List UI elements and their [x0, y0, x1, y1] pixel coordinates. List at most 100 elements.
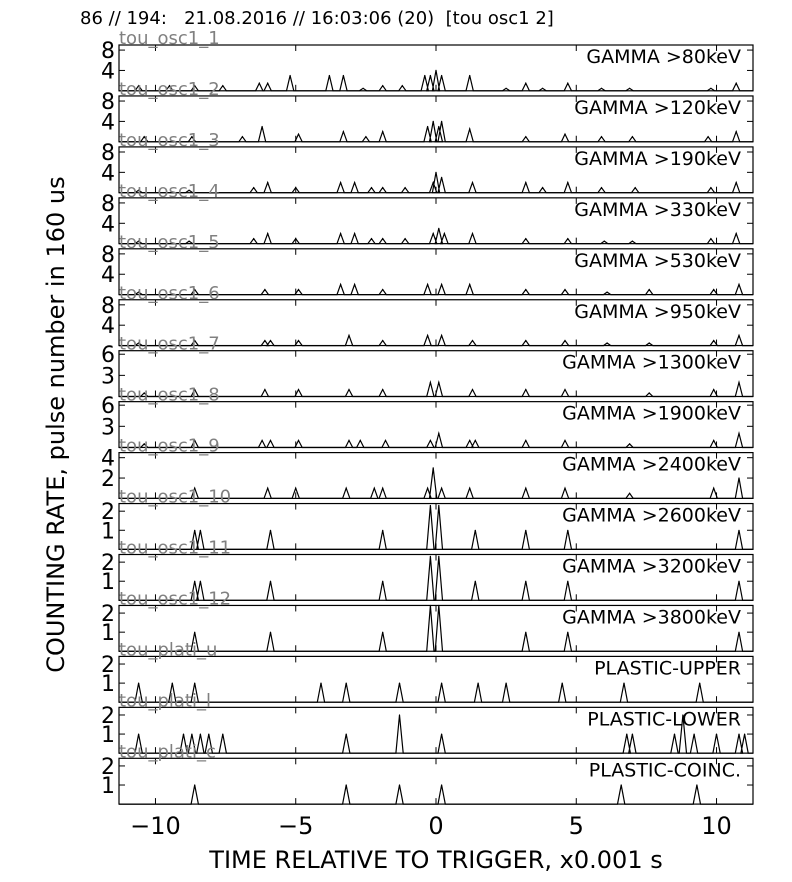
data-point	[143, 392, 145, 394]
data-point	[603, 240, 605, 242]
x-tick-label: −5	[278, 812, 313, 840]
data-point	[289, 74, 291, 77]
data-point	[427, 487, 429, 489]
data-point	[261, 125, 263, 128]
data-point	[648, 392, 650, 394]
y-tick-label: 1	[101, 723, 115, 748]
data-point	[382, 487, 384, 489]
data-point	[199, 529, 201, 531]
data-point	[735, 82, 737, 84]
data-point	[744, 733, 746, 735]
data-point	[474, 580, 476, 582]
y-tick-label: 4	[101, 212, 115, 237]
data-point	[567, 580, 569, 582]
data-point	[432, 467, 434, 469]
data-point	[194, 682, 196, 684]
y-tick-label: 4	[101, 263, 115, 288]
data-point	[710, 187, 712, 189]
data-point	[359, 439, 361, 441]
series-line	[119, 505, 753, 550]
data-point	[138, 189, 140, 191]
panel-label: GAMMA >3800keV	[562, 606, 741, 628]
y-tick-label: 4	[101, 447, 115, 472]
data-point	[505, 87, 507, 89]
data-point	[382, 529, 384, 531]
data-point	[631, 136, 634, 138]
data-point	[525, 181, 527, 184]
data-point	[629, 87, 631, 89]
data-point	[738, 334, 740, 336]
data-point	[525, 439, 527, 441]
panel-label: GAMMA >190keV	[574, 148, 741, 170]
data-point	[362, 87, 364, 89]
y-tick-label: 1	[101, 519, 115, 544]
data-point	[634, 187, 636, 189]
channel-label: tou_plati_c	[119, 741, 216, 762]
y-tick-label: 2	[101, 551, 115, 576]
panel-label: GAMMA >3200keV	[562, 556, 741, 578]
data-point	[382, 187, 384, 189]
data-point	[370, 238, 373, 240]
y-tick-label: 8	[101, 294, 115, 319]
data-point	[345, 733, 347, 735]
data-point	[564, 487, 566, 489]
data-point	[564, 439, 566, 441]
data-point	[429, 381, 431, 383]
data-point	[525, 339, 527, 342]
data-point	[297, 388, 300, 391]
data-point	[429, 439, 431, 441]
channel-label: tou_plati_u	[119, 639, 217, 660]
data-point	[427, 283, 429, 285]
data-point	[469, 128, 471, 130]
data-point	[398, 714, 401, 716]
data-point	[404, 238, 406, 240]
data-point	[738, 381, 740, 383]
data-point	[542, 87, 544, 89]
channel-label: tou_osc1_3	[119, 130, 220, 151]
data-point	[340, 283, 342, 285]
data-point	[738, 733, 740, 735]
data-point	[382, 339, 384, 342]
data-point	[432, 181, 434, 184]
panel-label: GAMMA >330keV	[574, 199, 741, 221]
data-point	[171, 682, 173, 684]
data-point	[735, 131, 737, 133]
series-line	[119, 282, 753, 296]
data-point	[525, 238, 527, 240]
data-point	[345, 784, 347, 786]
channel-label: tou_osc1_2	[119, 79, 220, 100]
data-point	[713, 439, 715, 441]
data-point	[631, 733, 634, 735]
data-point	[354, 232, 356, 235]
data-point	[735, 181, 737, 184]
data-point	[525, 288, 527, 291]
data-point	[477, 682, 479, 684]
data-point	[673, 733, 676, 735]
y-tick-label: 3	[101, 415, 115, 440]
panel-label: GAMMA >1300keV	[562, 352, 741, 374]
data-point	[297, 439, 300, 441]
data-point	[143, 443, 145, 445]
data-point	[382, 238, 384, 240]
data-point	[138, 682, 140, 684]
data-point	[297, 288, 300, 291]
data-point	[564, 288, 566, 291]
data-point	[295, 187, 297, 189]
data-point	[542, 187, 544, 189]
data-point	[606, 342, 608, 344]
data-point	[438, 504, 440, 507]
data-point	[188, 189, 190, 191]
data-point	[194, 529, 196, 531]
data-point	[435, 171, 437, 173]
data-point	[648, 288, 650, 291]
panel-label: GAMMA >2600keV	[562, 505, 741, 527]
data-point	[438, 604, 440, 607]
data-point	[505, 682, 507, 684]
data-point	[267, 181, 269, 184]
data-point	[264, 339, 266, 342]
data-point	[606, 291, 608, 293]
data-point	[567, 631, 569, 633]
data-point	[648, 342, 650, 344]
data-point	[471, 232, 474, 235]
data-point	[194, 288, 196, 291]
